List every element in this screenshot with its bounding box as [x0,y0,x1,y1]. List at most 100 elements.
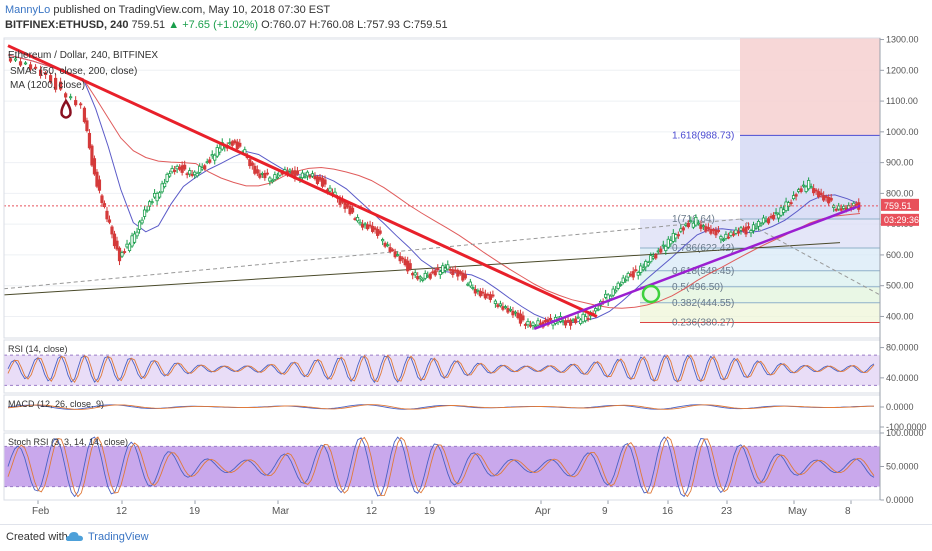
candle-body [74,100,78,106]
candle-body [839,208,843,211]
candle-body [701,225,705,228]
candle-body [461,272,465,281]
fib-level-label: 1(716.64) [672,214,715,225]
time-axis[interactable]: Feb 12 19 Mar 12 19 Apr 9 16 23 May 8 [4,499,880,517]
stoch-rsi-signal-line [7,436,875,498]
candle-body [709,228,713,234]
candle-body [386,244,390,247]
legend-entry: MA (1200, close) [10,80,85,91]
candle-body [766,218,771,224]
price-change: ▲ +7.65 (+1.02%) [168,19,259,31]
candle-body [203,165,207,170]
candle-body [486,293,490,296]
candle-body [408,263,412,270]
candle-body [573,318,578,324]
candle-body [371,225,375,232]
candle-body [275,176,279,179]
candle-body [178,166,182,170]
candle-body [205,161,209,164]
candle-body [431,271,435,274]
candle-body [173,169,177,172]
candle-body [566,320,570,322]
candle-body [794,194,798,197]
candle-body [741,228,746,232]
candle-body [651,256,655,259]
y-tick-label: 600.00 [886,250,914,260]
candle-body [411,272,415,276]
y-tick-label: 900.00 [886,158,914,168]
candle-body [112,233,117,247]
fib-zone-band [640,270,880,287]
tradingview-brand[interactable]: TradingView [88,531,149,543]
candle-body [476,289,480,292]
candle-body [323,179,327,185]
candle-body [716,229,721,232]
candle-body [721,239,726,241]
chart-canvas[interactable]: 1300.00 1200.00 1100.00 1000.00 900.00 800.00… [0,0,932,524]
candle-body [543,320,548,323]
candle-body [634,269,638,272]
candle-body [819,192,823,196]
candle-body [528,324,533,327]
candle-body [837,205,841,210]
candle-body [674,234,678,239]
candle-body [423,272,427,279]
candle-body [614,289,618,293]
candle-body [13,58,18,61]
candle-body [238,142,242,147]
macd-pane-frame [3,394,881,432]
candle-body [268,177,272,182]
candle-body [561,320,565,323]
ma1200-line [3,242,841,296]
candle-body [729,231,733,236]
candle-body [8,58,13,62]
candle-body [689,220,693,223]
dashed-projection-line [739,218,881,296]
candle-body [661,244,665,247]
stoch-rsi-pane[interactable]: 100.0000 50.0000 0.0000 Stoch RSI (3, 3, 14… [4,428,924,505]
candle-body [704,226,708,232]
candle-body [396,254,400,257]
candle-body [82,107,87,123]
author-link[interactable]: MannyLo [5,4,51,16]
candle-body [516,312,520,319]
x-tick-label: 12 [366,506,378,517]
candle-body [376,228,380,236]
candle-body [350,207,355,213]
candle-body [696,222,700,225]
candle-body [779,207,783,216]
candle-body [303,176,307,179]
main-price-pane[interactable]: 1300.00 1200.00 1100.00 1000.00 900.00 800.00… [3,35,919,330]
candle-body [365,224,370,230]
candle-body [428,273,432,279]
candle-body [538,323,543,325]
candle-body [23,62,28,65]
last-price: 759.51 [131,19,166,31]
candle-body [401,257,405,260]
sma200-line [7,54,861,309]
candle-body [548,317,553,320]
macd-pane[interactable]: 0.0000 -100.0000 MACD (12, 26, close, 9) [7,399,927,432]
candle-body [233,140,237,144]
rsi-signal-line [7,354,875,383]
candle-body [353,218,357,221]
y-tick-label: 500.00 [886,281,914,291]
candle-body [807,180,811,190]
candle-body [719,236,723,240]
candle-body [95,171,99,187]
candle-body [175,165,179,170]
last-price-label: 759.51 [884,201,912,211]
candle-body [258,173,262,178]
candle-body [656,250,660,253]
candle-body [120,252,124,257]
candle-body [368,224,372,227]
candle-body [481,291,485,294]
candle-body [724,233,728,240]
candle-body [315,176,320,184]
candle-body [483,293,487,299]
candle-body [218,147,222,153]
candle-body [198,165,202,173]
fib-zone-band [640,286,880,303]
symbol-label: BITFINEX:ETHUSD, 240 [5,19,129,31]
rsi-pane[interactable]: 80.0000 40.0000 RSI (14, close) [4,343,919,386]
